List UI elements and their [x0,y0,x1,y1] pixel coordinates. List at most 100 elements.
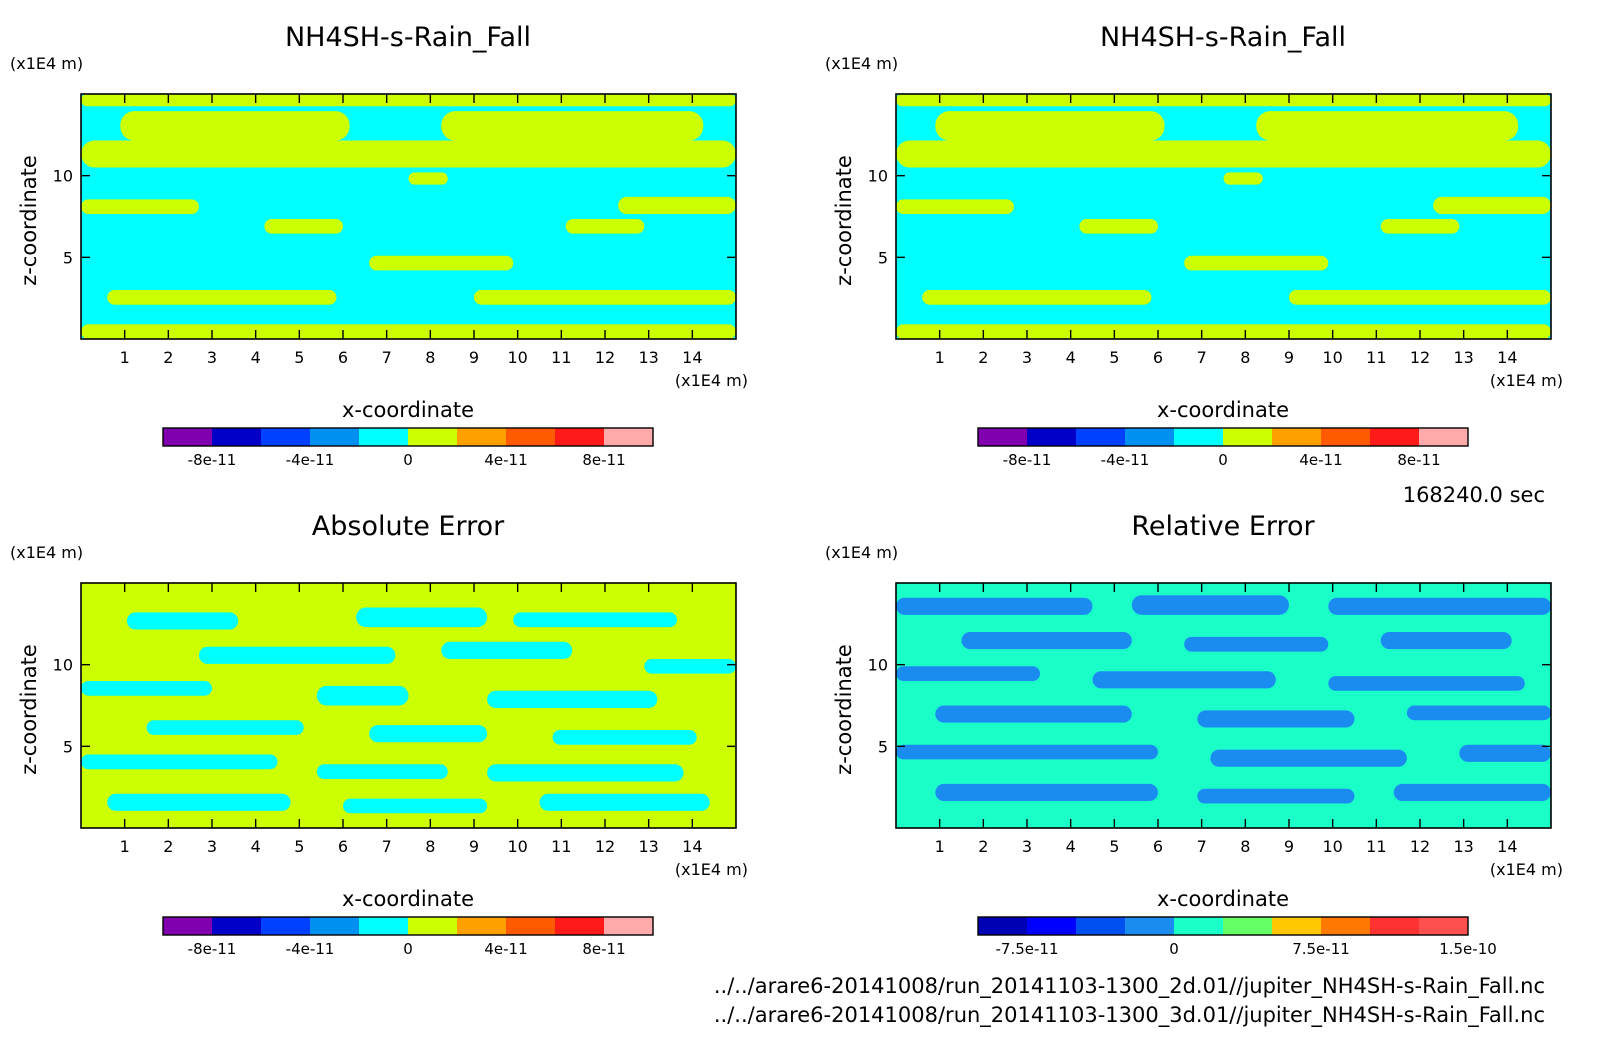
y-tick-label: 5 [878,248,888,267]
colorbar-segment [1321,917,1371,935]
field-region [487,690,658,708]
colorbar-tick-label: -7.5e-11 [996,940,1059,958]
y-axis-title: z-coordinate [832,155,856,286]
colorbar-segment [310,917,360,935]
colorbar-segment [1125,917,1175,935]
field-region [565,218,645,234]
field-region [896,744,1158,760]
field-region [198,646,396,664]
y-tick-label: 5 [63,248,73,267]
field-region [1131,595,1289,615]
x-tick-label: 14 [1497,348,1517,367]
field-region [922,290,1152,305]
field-region [107,290,337,305]
colorbar-segment [555,428,605,446]
x-tick-label: 11 [551,348,571,367]
colorbar-segment [1125,428,1175,446]
field-region [107,793,291,811]
field-region [316,685,409,706]
y-unit-label: (x1E4 m) [10,543,83,562]
x-unit-label: (x1E4 m) [1490,371,1563,390]
field-region [1223,172,1263,185]
colorbar-segment [604,428,654,446]
colorbar-segment [1174,428,1224,446]
panels: NH4SH-s-Rain_Fall(x1E4 m)1 2 3 4 5 6 7 8 9 10 11 12… [10,22,1563,958]
colorbar-tick-label: -8e-11 [1003,451,1052,469]
y-axis-title: z-coordinate [17,644,41,775]
data-field [896,94,1551,339]
x-axis-title: x-coordinate [1157,398,1289,422]
field-region [935,705,1132,723]
colorbar-frame [162,427,654,447]
file-path-1: ../../arare6-20141008/run_20141103-1300_… [714,974,1545,999]
field-region [1406,705,1551,721]
field-region [1328,676,1525,691]
x-tick-label: 13 [638,837,658,856]
x-unit-label: (x1E4 m) [675,371,748,390]
field-region [146,720,304,735]
colorbar-tick-label: 8e-11 [582,940,625,958]
field-region [1197,710,1355,728]
x-tick-label: 2 [978,348,988,367]
colorbar-tick-label: -8e-11 [188,940,237,958]
colorbar-tick-label: 0 [403,940,413,958]
x-tick-label: 11 [551,837,571,856]
colorbar-tick-label: -4e-11 [1101,451,1150,469]
field-region [618,196,736,215]
field-region [369,255,514,271]
data-field [896,595,1551,804]
y-unit-label: (x1E4 m) [825,543,898,562]
plot-frame [80,582,737,829]
colorbar-segment [555,917,605,935]
colorbar-tick-label: 0 [1169,940,1179,958]
field-region [1380,218,1460,234]
x-tick-label: 4 [251,348,261,367]
colorbar-segment [1174,917,1224,935]
y-tick-label: 5 [63,737,73,756]
x-tick-label: 5 [1109,837,1119,856]
colorbar-segment [1419,428,1469,446]
field-region [343,798,488,814]
field-region [81,199,199,215]
field-region [81,681,212,696]
y-axis-title: z-coordinate [17,155,41,286]
x-tick-label: 7 [382,348,392,367]
x-tick-label: 8 [1240,837,1250,856]
field-region [896,140,1551,168]
x-tick-label: 3 [207,837,217,856]
x-tick-label: 1 [120,837,130,856]
field-region [552,730,697,745]
x-tick-label: 9 [1284,348,1294,367]
field-region [487,123,520,153]
x-tick-label: 8 [1240,348,1250,367]
colorbar-segment [359,917,409,935]
x-tick-label: 6 [338,348,348,367]
x-unit-label: (x1E4 m) [1490,860,1563,879]
x-tick-label: 12 [595,348,615,367]
colorbar-segment [1027,917,1077,935]
colorbar-tick-label: 0 [403,451,413,469]
field-region [513,612,678,628]
x-tick-label: 2 [163,837,173,856]
field-region [961,632,1132,650]
panel-title: NH4SH-s-Rain_Fall [285,22,531,53]
x-tick-label: 7 [1197,348,1207,367]
x-tick-label: 5 [1109,348,1119,367]
y-axis-title: z-coordinate [832,644,856,775]
plot-frame [895,93,1552,340]
panel-2: NH4SH-s-Rain_Fall(x1E4 m)1 2 3 4 5 6 7 8 9 10 11 12… [825,22,1563,469]
colorbar-frame [162,916,654,936]
x-axis-title: x-coordinate [342,398,474,422]
panel-title: Relative Error [1131,511,1315,542]
field-region [981,123,1014,153]
colorbar-tick-label: 8e-11 [582,451,625,469]
colorbar-tick-label: 8e-11 [1397,451,1440,469]
x-tick-label: 6 [338,837,348,856]
field-region [896,324,1551,339]
x-tick-label: 5 [294,348,304,367]
colorbar-segment [506,917,556,935]
panel-3: Absolute Error(x1E4 m)1 2 3 4 5 6 7 8 9 10 11 12 13 1… [10,511,748,958]
x-axis-title: x-coordinate [342,887,474,911]
colorbar-segment [359,428,409,446]
x-tick-label: 3 [207,348,217,367]
